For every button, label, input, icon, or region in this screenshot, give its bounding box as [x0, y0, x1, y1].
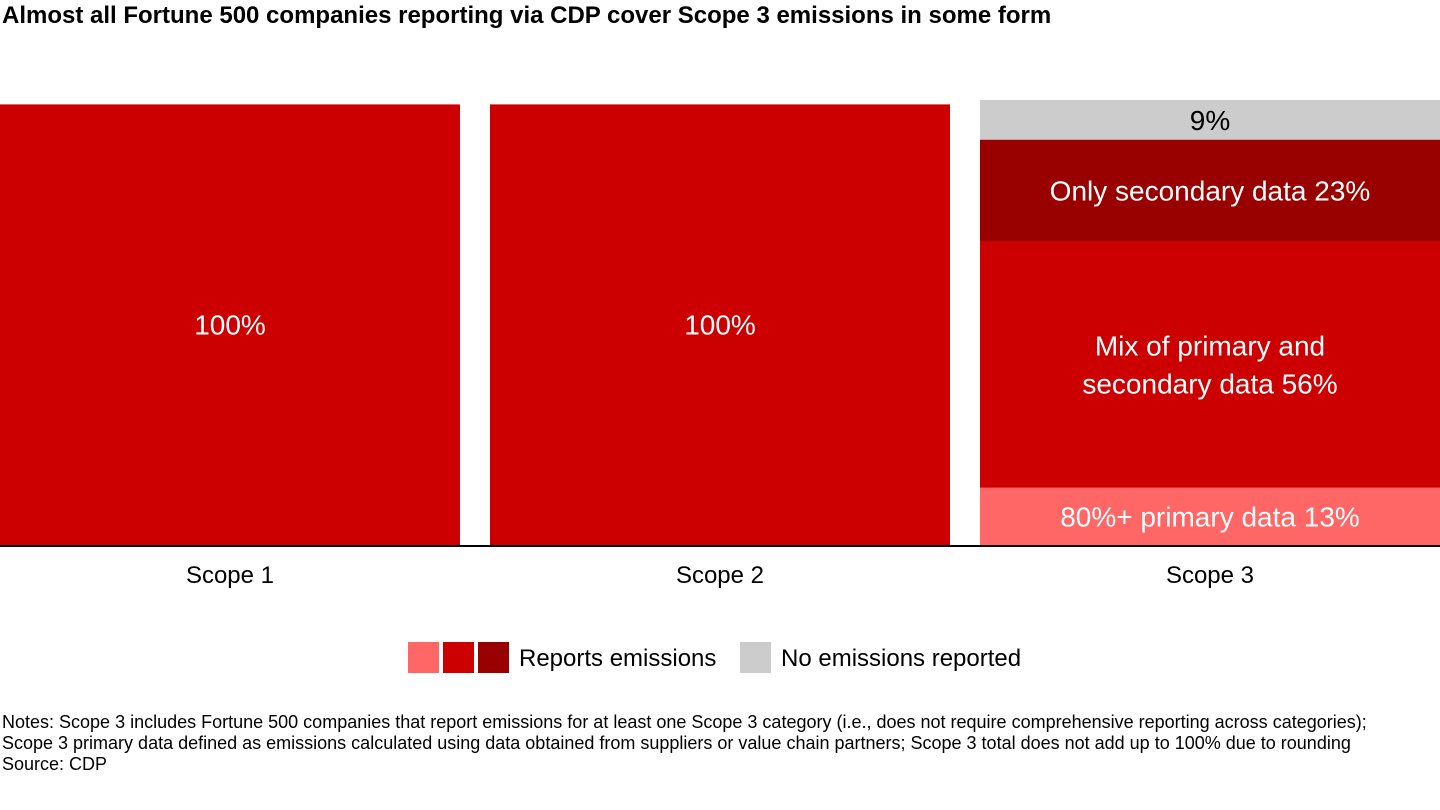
notes-text: Notes: Scope 3 includes Fortune 500 comp… [2, 712, 1367, 753]
data-label-mix-2: 100% [684, 310, 756, 341]
source-text: Source: CDP [2, 754, 108, 774]
data-label-primary80-3: 80%+ primary data 13% [1060, 501, 1360, 532]
legend-swatch-primary80 [408, 642, 439, 673]
category-label-1: Scope 1 [186, 562, 274, 589]
bar-segment-secondary-3 [980, 139, 1440, 241]
data-label-none-3: 9% [1190, 105, 1230, 136]
chart-title: Almost all Fortune 500 companies reporti… [2, 2, 1052, 29]
bar-segment-none-3 [980, 100, 1440, 140]
data-label-mix-3: Mix of primary and secondary data 56% [1082, 330, 1337, 399]
data-label-mix-1: 100% [194, 310, 266, 341]
legend-label-reports: Reports emissions [519, 645, 717, 672]
bar-segment-primary80-3 [980, 487, 1440, 545]
legend-swatch-mix [443, 642, 474, 673]
category-label-2: Scope 2 [676, 562, 764, 589]
bar-segment-mix-3 [980, 240, 1440, 488]
notes: Notes: Scope 3 includes Fortune 500 comp… [2, 712, 1422, 775]
legend-swatch-none [740, 642, 771, 673]
legend-label-none: No emissions reported [781, 645, 1022, 672]
category-label-3: Scope 3 [1166, 562, 1254, 589]
data-label-secondary-3: Only secondary data 23% [1050, 175, 1371, 206]
stacked-bar-chart: 100% Scope 1 100% Scope 2 80%+ primary data … [0, 100, 1440, 589]
bar-segment-mix-1 [0, 104, 460, 545]
legend: Reports emissions No emissions reported [0, 642, 1440, 676]
legend-swatch-secondary [478, 642, 509, 673]
bar-segment-mix-2 [490, 104, 950, 545]
